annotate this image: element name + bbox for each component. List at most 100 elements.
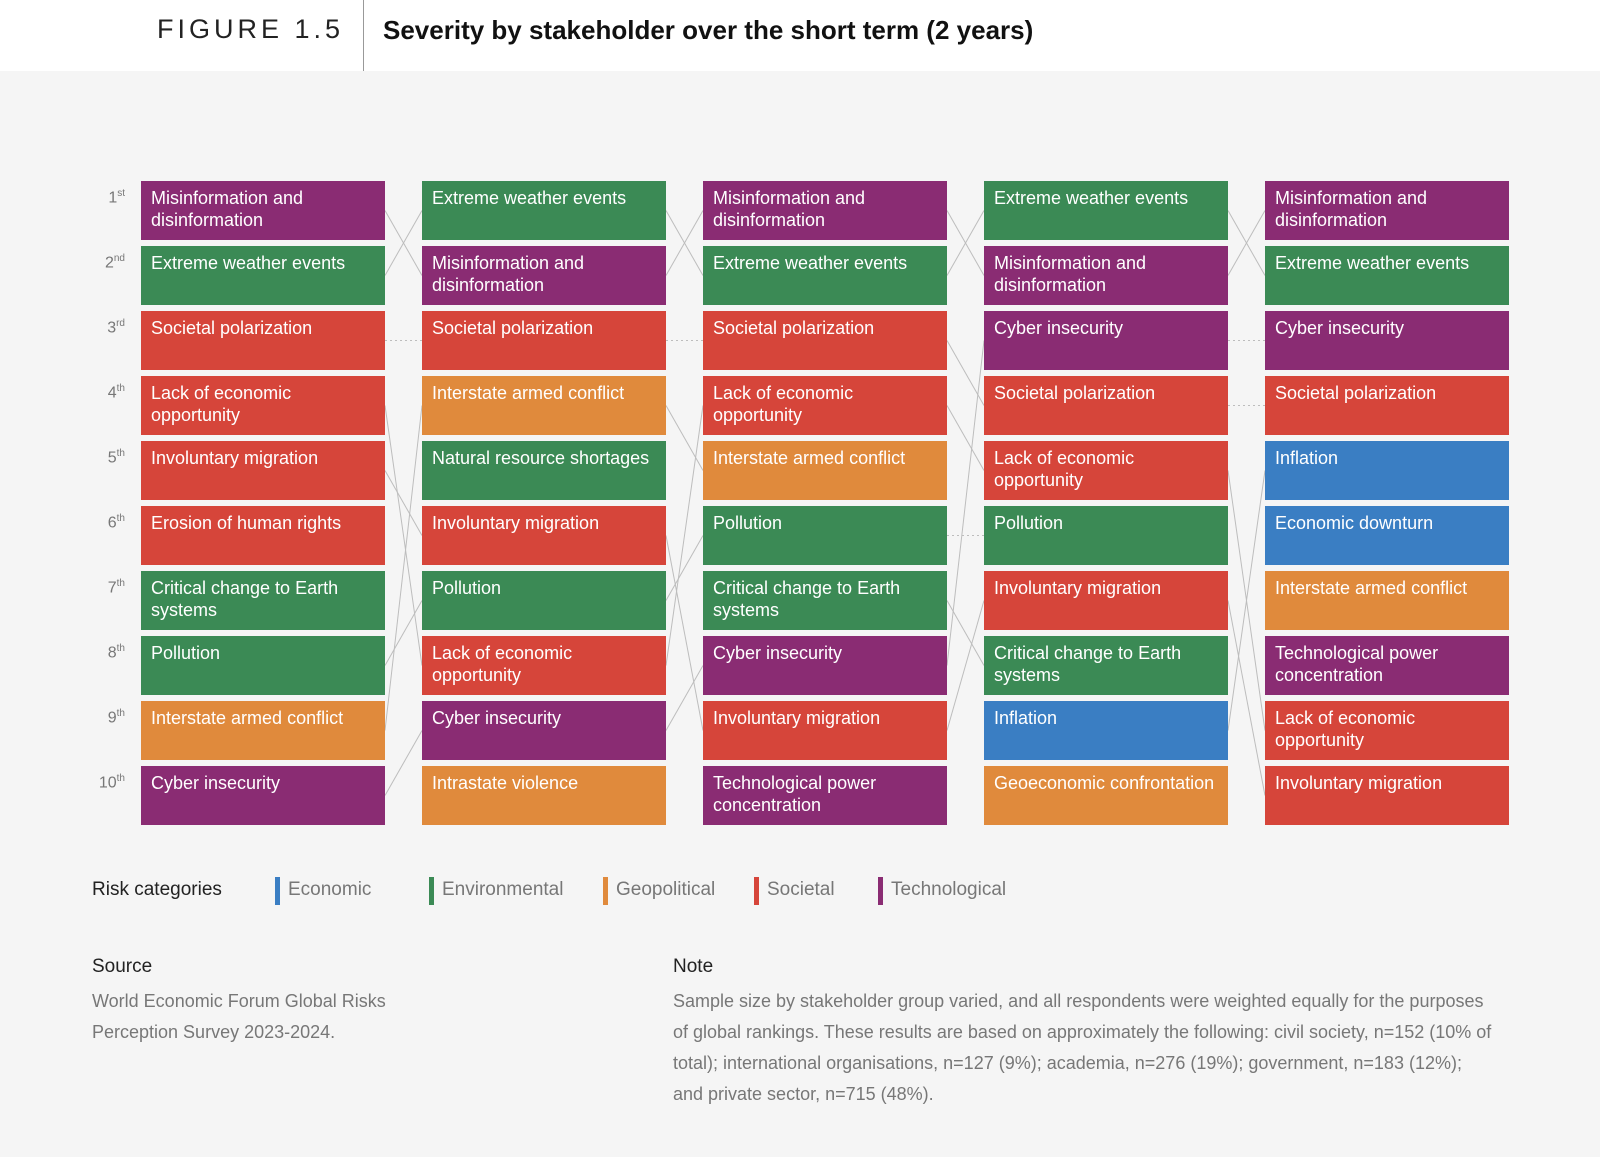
connector-line: [665, 665, 704, 731]
connector-line: [384, 600, 423, 666]
note-text: Sample size by stakeholder group varied,…: [673, 991, 1492, 1104]
legend-title: Risk categories: [92, 879, 222, 900]
legend-label: Economic: [288, 879, 372, 900]
legend-swatch: [603, 877, 608, 905]
connector-line: [946, 600, 985, 666]
risk-box: Misinformation and disinformation: [984, 246, 1228, 305]
risk-box: Economic downturn: [1265, 506, 1509, 565]
risk-box: Technological power concentration: [1265, 636, 1509, 695]
connector-line: [384, 470, 423, 536]
risk-box: Cyber insecurity: [141, 766, 385, 825]
legend-label: Geopolitical: [616, 879, 716, 900]
connector-line: [946, 210, 985, 276]
risk-box: Involuntary migration: [422, 506, 666, 565]
risk-box: Misinformation and disinformation: [1265, 181, 1509, 240]
risk-box: Cyber insecurity: [703, 636, 947, 695]
risk-box: Involuntary migration: [703, 701, 947, 760]
risk-box: Societal polarization: [141, 311, 385, 370]
rank-label: 4th: [107, 383, 125, 402]
risk-box: Involuntary migration: [984, 571, 1228, 630]
rank-label: 7th: [107, 578, 125, 597]
connector-line: [1227, 210, 1266, 276]
figure-label: FIGURE 1.5: [157, 14, 345, 44]
risk-box: Pollution: [703, 506, 947, 565]
risk-box: Lack of economic opportunity: [422, 636, 666, 695]
risk-box: Involuntary migration: [141, 441, 385, 500]
risk-box: Extreme weather events: [422, 181, 666, 240]
risk-box: Misinformation and disinformation: [703, 181, 947, 240]
legend-swatch: [275, 877, 280, 905]
connector-line: [384, 405, 423, 666]
legend-swatch: [754, 877, 759, 905]
note-block: Note Sample size by stakeholder group va…: [673, 956, 1493, 1110]
risk-box: Misinformation and disinformation: [141, 181, 385, 240]
risk-box: Critical change to Earth systems: [141, 571, 385, 630]
risk-box: Erosion of human rights: [141, 506, 385, 565]
risk-box: Extreme weather events: [703, 246, 947, 305]
connector-line: [946, 340, 985, 406]
connector-line: [946, 600, 985, 731]
rank-label: 8th: [107, 643, 125, 662]
risk-box: Societal polarization: [703, 311, 947, 370]
connector-line: [384, 405, 423, 731]
legend-swatch: [429, 877, 434, 905]
figure-title: Severity by stakeholder over the short t…: [383, 15, 1034, 45]
risk-box: Societal polarization: [984, 376, 1228, 435]
risk-box: Interstate armed conflict: [1265, 571, 1509, 630]
connector-line: [665, 535, 704, 601]
connector-line: [384, 210, 423, 276]
figure-header: FIGURE 1.5 Severity by stakeholder over …: [0, 0, 1600, 71]
connector-line: [665, 535, 704, 731]
legend-label: Environmental: [442, 879, 564, 900]
source-title: Source: [92, 956, 153, 977]
rank-label: 2nd: [104, 253, 125, 272]
risk-box: Lack of economic opportunity: [984, 441, 1228, 500]
connector-line: [665, 405, 704, 471]
risk-box: Extreme weather events: [1265, 246, 1509, 305]
legend-label: Societal: [767, 879, 835, 900]
rank-label: 3rd: [107, 318, 125, 337]
source-text: World Economic Forum Global Risks Percep…: [92, 991, 386, 1042]
connector-line: [946, 340, 985, 666]
risk-box: Misinformation and disinformation: [422, 246, 666, 305]
rank-label: 10th: [98, 773, 125, 792]
header-divider: [363, 0, 364, 71]
connector-line: [384, 730, 423, 796]
connector-line: [665, 405, 704, 666]
risk-box: Technological power concentration: [703, 766, 947, 825]
risk-box: Societal polarization: [1265, 376, 1509, 435]
connector-line: [665, 210, 704, 276]
legend-swatch: [878, 877, 883, 905]
risk-box: Pollution: [141, 636, 385, 695]
risk-box: Lack of economic opportunity: [141, 376, 385, 435]
rank-label: 5th: [107, 448, 125, 467]
risk-box: Natural resource shortages: [422, 441, 666, 500]
risk-box: Pollution: [984, 506, 1228, 565]
rank-label: 6th: [107, 513, 125, 532]
rank-label: 9th: [107, 708, 125, 727]
risk-box: Geoeconomic confrontation: [984, 766, 1228, 825]
risk-box: Interstate armed conflict: [141, 701, 385, 760]
risk-box: Interstate armed conflict: [703, 441, 947, 500]
connector-line: [1227, 600, 1266, 796]
risk-box: Interstate armed conflict: [422, 376, 666, 435]
risk-box: Extreme weather events: [141, 246, 385, 305]
risk-box: Lack of economic opportunity: [703, 376, 947, 435]
legend-label: Technological: [891, 879, 1007, 900]
note-title: Note: [673, 956, 714, 977]
rank-label: 1st: [108, 188, 125, 207]
risk-box: Cyber insecurity: [984, 311, 1228, 370]
risk-box: Intrastate violence: [422, 766, 666, 825]
risk-box: Critical change to Earth systems: [703, 571, 947, 630]
risk-box: Inflation: [1265, 441, 1509, 500]
risk-box: Involuntary migration: [1265, 766, 1509, 825]
source-block: Source World Economic Forum Global Risks…: [92, 956, 472, 1048]
risk-box: Pollution: [422, 571, 666, 630]
risk-box: Societal polarization: [422, 311, 666, 370]
risk-box: Inflation: [984, 701, 1228, 760]
connector-line: [1227, 470, 1266, 731]
risk-box: Cyber insecurity: [422, 701, 666, 760]
connector-line: [946, 405, 985, 471]
risk-box: Cyber insecurity: [1265, 311, 1509, 370]
